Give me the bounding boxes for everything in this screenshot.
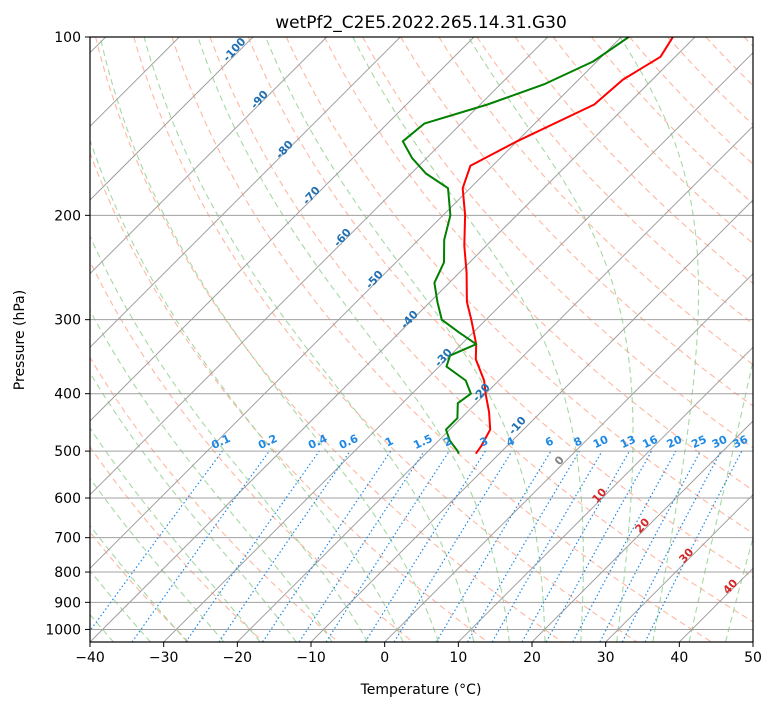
x-tick-label: 50: [744, 650, 762, 666]
y-tick-label: 800: [54, 565, 81, 581]
x-tick-label: 10: [449, 650, 467, 666]
x-tick-label: 40: [670, 650, 688, 666]
x-tick-label: 20: [523, 650, 541, 666]
y-tick-label: 900: [54, 595, 81, 611]
y-tick-label: 600: [54, 491, 81, 507]
y-tick-label: 1000: [45, 622, 81, 638]
x-tick-label: −40: [75, 650, 105, 666]
y-tick-label: 100: [54, 30, 81, 46]
x-axis-label: Temperature (°C): [360, 682, 482, 698]
x-tick-label: 30: [597, 650, 615, 666]
y-tick-label: 200: [54, 208, 81, 224]
x-tick-label: −30: [149, 650, 179, 666]
y-axis-label: Pressure (hPa): [12, 290, 28, 390]
x-tick-label: 0: [380, 650, 389, 666]
y-tick-label: 700: [54, 531, 81, 547]
y-tick-label: 400: [54, 387, 81, 403]
x-tick-label: −10: [296, 650, 326, 666]
chart-title: wetPf2_C2E5.2022.265.14.31.G30: [275, 13, 567, 33]
y-tick-label: 500: [54, 444, 81, 460]
x-tick-label: −20: [223, 650, 253, 666]
y-tick-label: 300: [54, 313, 81, 329]
